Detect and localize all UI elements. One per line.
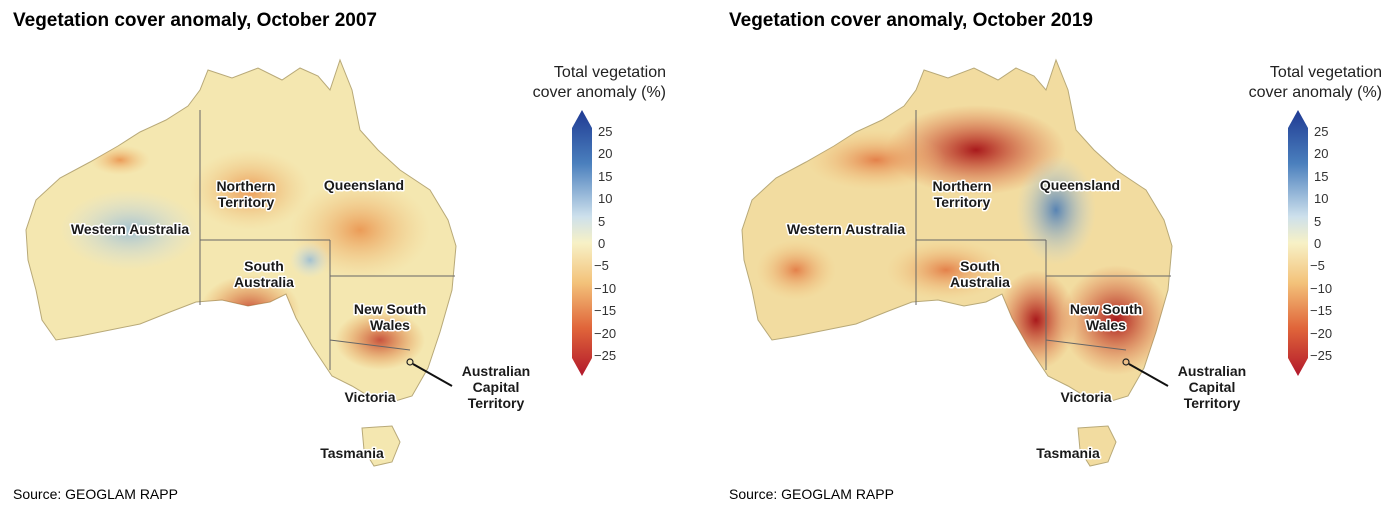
- label-act-line3: Territory: [468, 395, 525, 411]
- map-panel-2007: Vegetation cover anomaly, October 2007 W…: [13, 10, 666, 502]
- tick-label: −5: [1310, 258, 1325, 273]
- tick-label: −20: [1310, 326, 1332, 341]
- label-south-australia-line1: South: [960, 258, 1000, 274]
- colorbar-ticks: 25 20 15 10 5 0 −5 −10 −15 −20 −25: [1310, 124, 1332, 363]
- australia-map-2019: Western Australia Northern Territory Que…: [741, 59, 1248, 467]
- label-new-south-wales-line1: New South: [354, 301, 426, 317]
- tick-label: −10: [1310, 281, 1332, 296]
- colorbar-2007: 25 20 15 10 5 0 −5 −10 −15 −20 −25: [572, 110, 616, 376]
- label-tasmania: Tasmania: [320, 445, 384, 461]
- tasmania-landmass: [361, 425, 401, 467]
- label-act-line2: Capital: [1189, 379, 1236, 395]
- tick-label: −15: [594, 303, 616, 318]
- tick-label: −20: [594, 326, 616, 341]
- tick-label: 15: [1314, 169, 1328, 184]
- label-victoria: Victoria: [1060, 389, 1111, 405]
- source-note: Source: GEOGLAM RAPP: [13, 486, 178, 502]
- legend-title: Total vegetation cover anomaly (%): [1248, 64, 1382, 101]
- map-panel-2019: Vegetation cover anomaly, October 2019 W…: [716, 0, 1400, 516]
- colorbar-ramp: [1288, 110, 1308, 376]
- label-victoria: Victoria: [344, 389, 395, 405]
- tick-label: −10: [594, 281, 616, 296]
- label-northern-territory-line2: Territory: [218, 194, 275, 210]
- label-northern-territory-line1: Northern: [216, 178, 275, 194]
- tick-label: 25: [598, 124, 612, 139]
- act-leader-line: [1128, 363, 1169, 387]
- tick-label: 0: [1314, 236, 1321, 251]
- tick-label: −5: [594, 258, 609, 273]
- label-new-south-wales-line1: New South: [1070, 301, 1142, 317]
- tick-label: 5: [1314, 214, 1321, 229]
- label-act-line1: Australian: [462, 363, 530, 379]
- label-western-australia: Western Australia: [787, 221, 905, 237]
- tick-label: 25: [1314, 124, 1328, 139]
- label-queensland: Queensland: [1040, 177, 1120, 193]
- label-northern-territory-line1: Northern: [932, 178, 991, 194]
- label-new-south-wales-line2: Wales: [370, 317, 410, 333]
- tick-label: 20: [1314, 146, 1328, 161]
- source-note: Source: GEOGLAM RAPP: [729, 486, 894, 502]
- act-leader-line: [412, 363, 453, 387]
- map-title: Vegetation cover anomaly, October 2019: [729, 10, 1093, 31]
- map-title: Vegetation cover anomaly, October 2007: [13, 10, 377, 31]
- act-marker: [406, 358, 414, 366]
- legend-title: Total vegetation cover anomaly (%): [532, 64, 666, 101]
- colorbar-ticks: 25 20 15 10 5 0 −5 −10 −15 −20 −25: [594, 124, 616, 363]
- label-northern-territory-line2: Territory: [934, 194, 991, 210]
- label-south-australia-line2: Australia: [950, 274, 1010, 290]
- tick-label: 10: [598, 191, 612, 206]
- colorbar-2019: 25 20 15 10 5 0 −5 −10 −15 −20 −25: [1288, 110, 1332, 376]
- label-new-south-wales-line2: Wales: [1086, 317, 1126, 333]
- tick-label: 20: [598, 146, 612, 161]
- tasmania-landmass: [1077, 425, 1117, 467]
- label-tasmania: Tasmania: [1036, 445, 1100, 461]
- australia-map-2007: Western Australia Northern Territory Que…: [25, 59, 532, 467]
- tick-label: −15: [1310, 303, 1332, 318]
- label-queensland: Queensland: [324, 177, 404, 193]
- tick-label: −25: [594, 348, 616, 363]
- tick-label: 15: [598, 169, 612, 184]
- tick-label: 5: [598, 214, 605, 229]
- colorbar-ramp: [572, 110, 592, 376]
- label-act-line3: Territory: [1184, 395, 1241, 411]
- label-western-australia: Western Australia: [71, 221, 189, 237]
- label-south-australia-line1: South: [244, 258, 284, 274]
- tick-label: −25: [1310, 348, 1332, 363]
- label-act-line1: Australian: [1178, 363, 1246, 379]
- tick-label: 0: [598, 236, 605, 251]
- act-marker: [1122, 358, 1130, 366]
- tick-label: 10: [1314, 191, 1328, 206]
- label-south-australia-line2: Australia: [234, 274, 294, 290]
- label-act-line2: Capital: [473, 379, 520, 395]
